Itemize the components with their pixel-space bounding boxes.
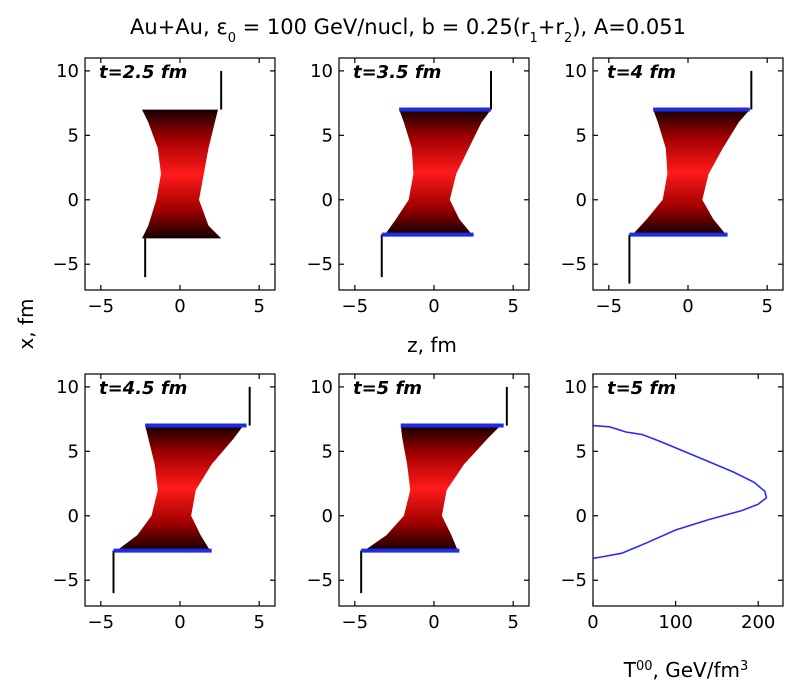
y-tick-label: −5	[306, 570, 333, 591]
density-region	[364, 425, 501, 551]
x-tick-label: 5	[507, 612, 518, 633]
x-tick-label: 0	[174, 612, 185, 633]
panel-3: −5 0 5 −5 0 5 10 t=4 fm	[560, 57, 784, 317]
y-tick-label: −5	[306, 254, 333, 275]
x-tick-label: 100	[658, 612, 692, 633]
y-tick-label: 10	[564, 377, 587, 398]
x-tick-label: −5	[88, 612, 115, 633]
y-tick-label: 10	[310, 61, 333, 82]
density-region	[632, 109, 750, 235]
time-label: t=4.5 fm	[99, 378, 187, 399]
y-tick-label: 10	[310, 377, 333, 398]
x-tick-label: 0	[174, 296, 185, 317]
y-tick-label: 0	[322, 506, 333, 527]
x-tick-label: −5	[342, 296, 369, 317]
x-tick-label: 5	[253, 296, 264, 317]
energy-density-curve	[592, 424, 768, 560]
panel-2: −5 0 5 −5 0 5 10 t=3.5 fm	[306, 57, 530, 317]
panel-5: −5 0 5 −5 0 5 10 t=5 fm	[306, 373, 530, 633]
x-tick-label: 5	[253, 612, 264, 633]
x-tick-label: 0	[428, 296, 439, 317]
x-tick-label: −5	[596, 296, 623, 317]
time-label: t=5 fm	[353, 378, 422, 399]
y-axis-label: x, fm	[14, 298, 38, 349]
y-tick-label: 5	[68, 125, 79, 146]
x-tick-label: 0	[587, 612, 598, 633]
x-tick-label: −5	[88, 296, 115, 317]
time-label: t=2.5 fm	[99, 62, 187, 83]
time-label: t=3.5 fm	[353, 62, 441, 83]
panel-1: −5 0 5 −5 0 5 10 t=2.5 fm	[52, 57, 276, 317]
y-tick-label: 5	[322, 125, 333, 146]
y-tick-label: 0	[576, 506, 587, 527]
z-axis-label: z, fm	[407, 333, 457, 357]
density-region	[116, 425, 244, 551]
y-tick-label: 10	[56, 377, 79, 398]
y-tick-label: −5	[560, 570, 587, 591]
y-tick-label: −5	[52, 570, 79, 591]
panel-4: −5 0 5 −5 0 5 10 t=4.5 fm	[52, 373, 276, 633]
t00-axis-label: T00, GeV/fm3	[623, 658, 749, 682]
y-tick-label: −5	[560, 254, 587, 275]
y-tick-label: 5	[322, 441, 333, 462]
x-tick-label: 5	[507, 296, 518, 317]
y-tick-label: 10	[56, 61, 79, 82]
y-tick-label: 5	[576, 125, 587, 146]
x-tick-label: −5	[342, 612, 369, 633]
y-tick-label: 5	[68, 441, 79, 462]
time-label: t=4 fm	[607, 62, 676, 83]
y-tick-label: 0	[576, 190, 587, 211]
panel-frame	[592, 373, 784, 607]
density-region	[142, 109, 222, 239]
x-tick-label: 200	[741, 612, 775, 633]
x-tick-label: 0	[428, 612, 439, 633]
x-tick-label: 0	[682, 296, 693, 317]
x-tick-label: 5	[761, 296, 772, 317]
y-tick-label: 0	[68, 190, 79, 211]
time-label: t=5 fm	[607, 378, 676, 399]
y-tick-label: −5	[52, 254, 79, 275]
density-region	[384, 109, 491, 235]
y-tick-label: 5	[576, 441, 587, 462]
figure-title: Au+Au, ε0 = 100 GeV/nucl, b = 0.25(r1+r2…	[130, 15, 686, 46]
y-tick-label: 0	[322, 190, 333, 211]
y-tick-label: 0	[68, 506, 79, 527]
y-tick-label: 10	[564, 61, 587, 82]
